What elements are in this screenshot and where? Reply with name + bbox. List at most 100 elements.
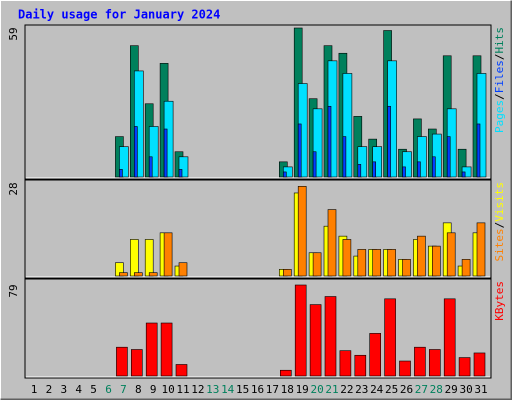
bar <box>134 70 144 178</box>
bar <box>148 126 159 178</box>
x-tick-label: 6 <box>105 383 112 396</box>
bar <box>148 156 153 178</box>
bar <box>357 249 367 277</box>
bar <box>473 352 486 377</box>
x-tick-label: 11 <box>176 383 189 396</box>
bar <box>461 171 466 178</box>
bar <box>342 136 347 178</box>
x-tick-label: 2 <box>46 383 53 396</box>
bar <box>339 350 352 377</box>
x-tick-label: 5 <box>90 383 97 396</box>
bar <box>357 164 362 178</box>
bar <box>327 209 337 277</box>
legend-separator: / <box>493 54 506 61</box>
bar <box>446 136 451 178</box>
legend-entry: Sites <box>493 228 506 261</box>
bar <box>178 262 188 277</box>
bar <box>402 166 406 178</box>
x-tick-label: 12 <box>191 383 204 396</box>
legend-entry: Visits <box>493 182 506 222</box>
bar <box>282 269 292 277</box>
bar <box>119 272 128 277</box>
x-tick-label: 7 <box>120 383 127 396</box>
bar <box>446 232 456 277</box>
bar <box>119 169 123 178</box>
chart-title: Daily usage for January 2024 <box>18 8 220 22</box>
bar <box>148 272 158 277</box>
bar <box>428 349 441 377</box>
x-tick-label: 10 <box>161 383 174 396</box>
bar <box>417 235 426 277</box>
x-tick-label: 13 <box>206 383 219 396</box>
x-tick-label: 25 <box>385 383 398 396</box>
bar <box>431 133 442 178</box>
bar <box>414 346 426 377</box>
bar <box>402 259 411 277</box>
y-tick-label: 59 <box>7 27 20 40</box>
x-tick-label: 24 <box>370 383 384 396</box>
x-tick-label: 16 <box>251 383 264 396</box>
bar <box>387 105 391 178</box>
x-tick-label: 23 <box>355 383 368 396</box>
bar <box>417 136 427 178</box>
bar <box>417 161 421 178</box>
legend-separator: / <box>493 93 506 100</box>
bar <box>327 105 332 178</box>
x-tick-label: 19 <box>296 383 309 396</box>
bar <box>160 322 173 377</box>
legend-entry: Pages <box>493 100 506 133</box>
bar <box>144 239 154 277</box>
x-tick-label: 1 <box>31 383 38 396</box>
bar <box>461 259 471 277</box>
bar <box>372 161 377 178</box>
x-tick-label: 14 <box>221 383 235 396</box>
bar <box>163 128 168 178</box>
bar <box>431 245 441 277</box>
x-tick-label: 20 <box>310 383 323 396</box>
bar <box>342 73 353 178</box>
x-tick-label: 27 <box>415 383 428 396</box>
bar <box>399 360 411 377</box>
x-tick-label: 30 <box>459 383 472 396</box>
y-tick-label: 79 <box>7 284 20 297</box>
y-tick-label: 28 <box>7 182 20 195</box>
bar <box>476 123 481 178</box>
x-tick-label: 31 <box>474 383 487 396</box>
bar <box>178 156 189 178</box>
bar <box>279 369 292 377</box>
bar <box>131 349 143 377</box>
bar <box>402 151 412 178</box>
bar <box>297 186 307 277</box>
bar <box>282 171 287 178</box>
x-tick-label: 3 <box>60 383 67 396</box>
bar <box>431 156 436 178</box>
bar <box>312 108 323 178</box>
bar <box>357 146 368 178</box>
legend: Pages/Files/Hits <box>493 27 506 133</box>
x-tick-label: 17 <box>266 383 279 396</box>
x-tick-label: 4 <box>75 383 82 396</box>
bar <box>297 123 302 178</box>
bar <box>163 232 173 277</box>
bar <box>384 298 396 377</box>
bar <box>119 146 129 178</box>
bar <box>324 296 337 377</box>
bar <box>134 272 143 277</box>
bar <box>476 222 486 277</box>
x-tick-label: 9 <box>150 383 157 396</box>
bar <box>145 322 158 377</box>
x-tick-label: 15 <box>236 383 249 396</box>
legend-separator: / <box>493 222 506 229</box>
bar <box>134 126 138 178</box>
bar <box>342 239 352 277</box>
bar <box>387 249 396 277</box>
legend-entry: Files <box>493 60 506 93</box>
bar <box>312 252 322 277</box>
x-tick-label: 8 <box>135 383 142 396</box>
bar <box>175 364 188 377</box>
x-tick-label: 28 <box>430 383 443 396</box>
x-tick-label: 29 <box>445 383 458 396</box>
x-tick-label: 21 <box>325 383 338 396</box>
legend: Sites/Visits <box>493 182 506 262</box>
